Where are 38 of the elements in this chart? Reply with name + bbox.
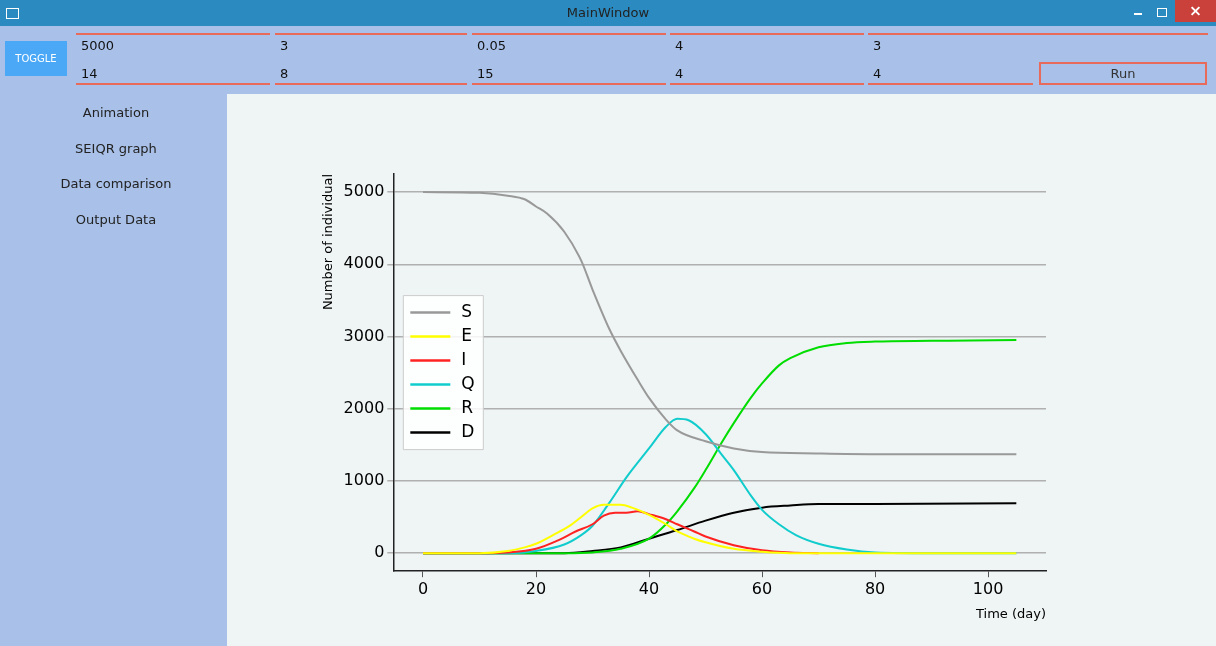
legend-label: I bbox=[461, 349, 467, 370]
y-tick-label: 0 bbox=[374, 542, 385, 562]
x-tick-label: 40 bbox=[638, 578, 660, 598]
text: 4 bbox=[868, 63, 1033, 85]
y-tick-label: 3000 bbox=[343, 325, 385, 345]
text: 3 bbox=[868, 33, 1208, 55]
y-tick-label: 1000 bbox=[343, 470, 385, 490]
y-tick-label: 2000 bbox=[343, 397, 385, 417]
text: Data comparison bbox=[59, 176, 173, 191]
text: TOGGLE bbox=[5, 41, 67, 76]
legend-label: E bbox=[461, 325, 473, 346]
text: 15 bbox=[472, 63, 666, 85]
x-tick-label: 0 bbox=[417, 578, 429, 598]
text: Output Data bbox=[74, 211, 158, 227]
y-tick-label: 4000 bbox=[343, 253, 385, 273]
legend-label: D bbox=[461, 421, 475, 442]
text: 14 bbox=[76, 63, 270, 85]
text: Run bbox=[1039, 62, 1207, 85]
text: MainWindow bbox=[0, 0, 1216, 26]
legend-label: S bbox=[461, 301, 473, 322]
text: SEIQR graph bbox=[74, 140, 158, 156]
legend-label: R bbox=[461, 397, 474, 418]
text: 4 bbox=[670, 63, 864, 85]
y-axis-title: Number of individual bbox=[320, 174, 336, 311]
text: 8 bbox=[275, 63, 467, 85]
x-tick-label: 20 bbox=[525, 578, 547, 598]
text: 3 bbox=[275, 33, 467, 55]
text: 0.05 bbox=[472, 33, 666, 55]
x-axis-title: Time (day) bbox=[974, 605, 1046, 621]
x-tick-label: 100 bbox=[972, 578, 1004, 598]
legend-label: Q bbox=[461, 373, 475, 394]
x-tick-label: 80 bbox=[864, 578, 886, 598]
line-series bbox=[421, 191, 1018, 456]
x-tick-label: 60 bbox=[751, 578, 773, 598]
y-tick-label: 5000 bbox=[343, 181, 385, 201]
text: Animation bbox=[81, 105, 151, 120]
text: 4 bbox=[670, 33, 864, 55]
text: 5000 bbox=[76, 33, 270, 55]
